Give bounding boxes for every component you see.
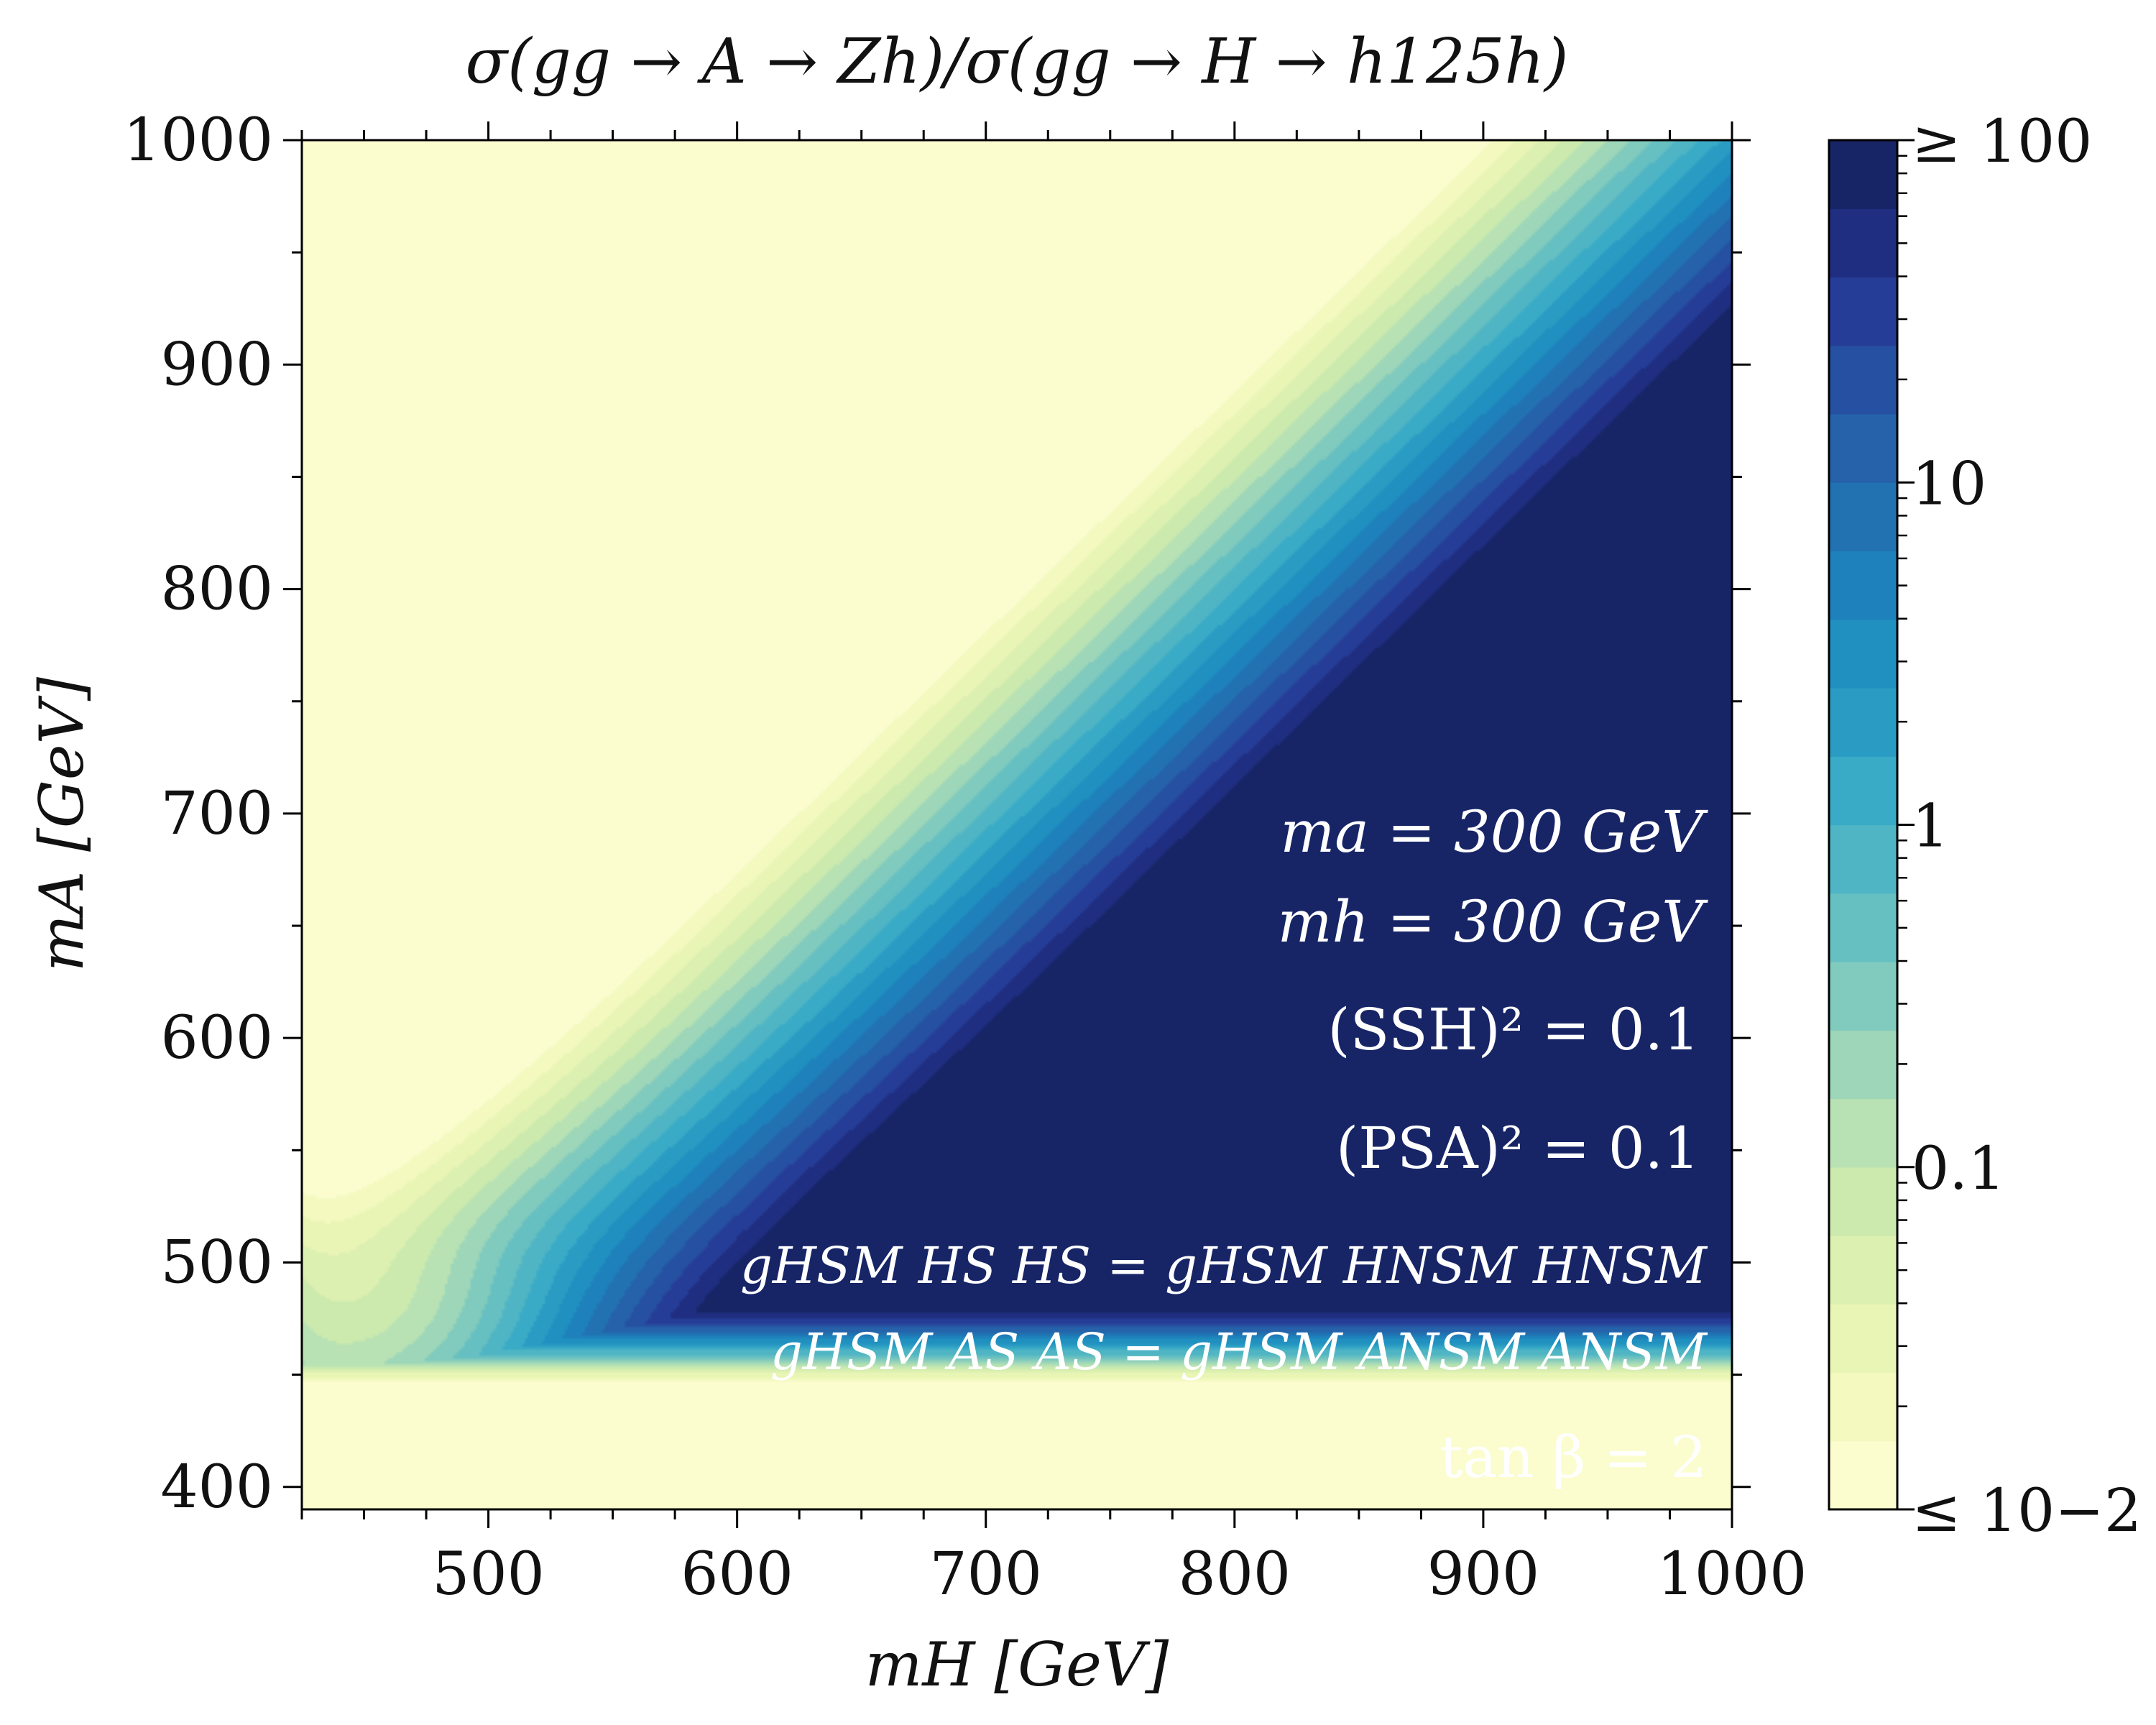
x-tick-label: 800 [1179,1540,1291,1609]
colorbar-band [1829,619,1897,689]
x-tick-label: 700 [929,1540,1042,1609]
annotation-pa: (PSA)² = 0.1 [1336,1115,1700,1182]
colorbar-tick-label: ≤ 10−2 [1912,1477,2142,1545]
colorbar: ≥ 100 10 1 0.1 ≤ 10−2 [1828,108,2142,1545]
x-axis-label: mH [GeV] [865,1629,1169,1700]
colorbar-band [1829,1304,1897,1374]
y-tick-label: 500 [160,1228,273,1297]
x-tick-label: 900 [1427,1540,1540,1609]
annotation-tanbeta: tan β = 2 [1439,1424,1707,1491]
colorbar-band [1829,1440,1897,1510]
annotation-coupling-a: gHSM AS AS = gHSM ANSM ANSM [770,1322,1708,1381]
y-axis-label: mA [GeV] [27,677,97,972]
annotation-coupling-h: gHSM HS HS = gHSM HNSM HNSM [740,1236,1708,1295]
y-tick-label: 900 [160,331,273,399]
y-tick-label: 800 [160,556,273,624]
colorbar-band [1829,688,1897,757]
annotation-sh: (SSH)² = 0.1 [1327,996,1700,1063]
colorbar-tick-label: 1 [1912,793,1949,861]
colorbar-band [1829,756,1897,826]
plot-frame [300,139,1733,1511]
colorbar-band [1829,414,1897,483]
colorbar-tick-label: 10 [1912,450,1986,518]
plot-area [300,139,1733,1511]
colorbar-band [1829,345,1897,415]
colorbar-band [1829,551,1897,620]
annotation-mh: mh = 300 GeV [1278,888,1709,955]
colorbar-band [1829,824,1897,894]
colorbar-tick-label: 0.1 [1912,1135,2005,1203]
colorbar-bands [1829,140,1897,1510]
x-tick-label: 500 [432,1540,545,1609]
y-tick-label: 700 [160,780,273,848]
x-tick-label: 1000 [1657,1540,1807,1609]
x-axis: 500 600 700 800 900 1000 [300,121,1807,1609]
colorbar-band [1829,482,1897,552]
colorbar-band [1829,1167,1897,1236]
colorbar-band [1829,1098,1897,1168]
parameter-annotations: ma = 300 GeV mh = 300 GeV (SSH)² = 0.1 (… [740,799,1708,1491]
colorbar-tick-label: ≥ 100 [1912,108,2092,176]
colorbar-band [1829,1372,1897,1442]
y-tick-label: 600 [160,1004,273,1072]
colorbar-band [1829,962,1897,1031]
y-tick-label: 1000 [123,106,273,175]
y-axis: 400 500 600 700 800 900 1000 [123,106,1751,1522]
x-tick-label: 600 [681,1540,793,1609]
y-tick-label: 400 [160,1453,273,1522]
colorbar-band [1829,1030,1897,1100]
colorbar-band [1829,208,1897,278]
chart-title: σ(gg → A → Zh)/σ(gg → H → h125h) [466,26,1569,98]
colorbar-band [1829,140,1897,209]
colorbar-band [1829,893,1897,962]
annotation-ma: ma = 300 GeV [1280,799,1708,865]
colorbar-band [1829,1236,1897,1305]
contour-field [302,140,1732,1509]
colorbar-ticks: ≥ 100 10 1 0.1 ≤ 10−2 [1897,108,2142,1545]
colorbar-band [1829,277,1897,346]
